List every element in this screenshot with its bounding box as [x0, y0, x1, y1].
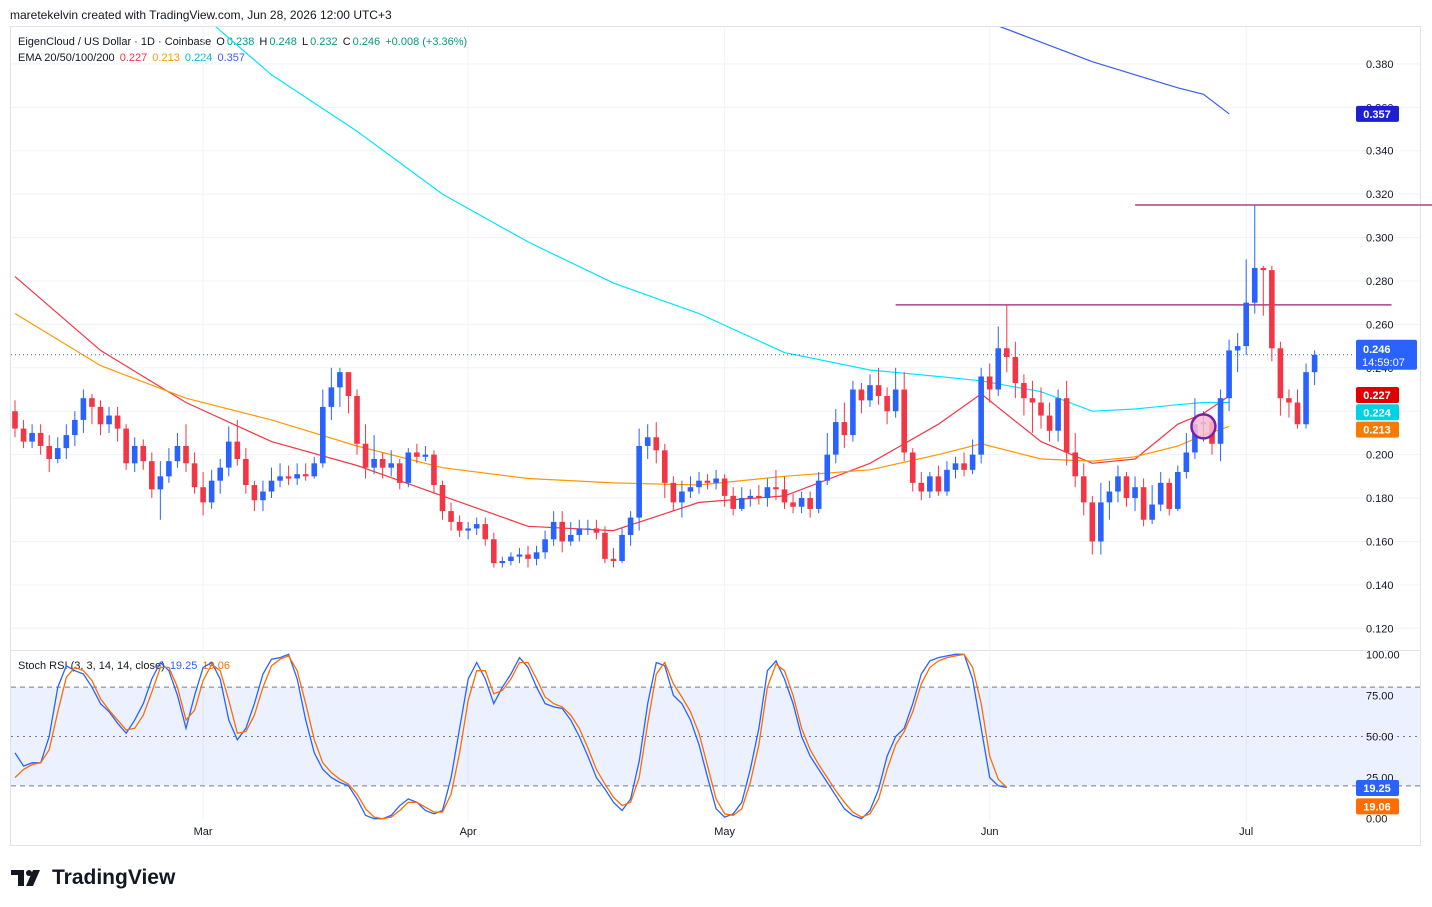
ema50-value: 0.213	[152, 52, 180, 64]
ohlc-low: 0.232	[310, 36, 338, 48]
brand-name: TradingView	[52, 866, 176, 889]
ohlc-open: 0.238	[226, 36, 255, 48]
ohlc-open-label: O	[216, 36, 225, 48]
stoch-legend: Stoch RSI (3, 3, 14, 14, close) 19.25 19…	[18, 660, 232, 672]
chart-frame	[10, 26, 1421, 846]
price-change: +0.008 (+3.36%)	[385, 36, 468, 48]
ema-legend: EMA 20/50/100/200 0.227 0.213 0.224 0.35…	[18, 52, 247, 64]
ohlc-close: 0.246	[352, 36, 381, 48]
ohlc-high-label: H	[259, 36, 268, 48]
stoch-legend-label: Stoch RSI (3, 3, 14, 14, close)	[18, 660, 165, 672]
ohlc-low-label: L	[301, 36, 309, 48]
tradingview-logo: TradingView	[10, 866, 175, 890]
ohlc-high: 0.248	[269, 36, 297, 48]
chart-credit: maretekelvin created with TradingView.co…	[10, 8, 392, 22]
ohlc-close-label: C	[342, 36, 351, 48]
ema20-value: 0.227	[119, 52, 148, 64]
stoch-k-value: 19.25	[169, 660, 198, 672]
ema100-value: 0.224	[184, 52, 213, 64]
symbol-name: EigenCloud / US Dollar · 1D · Coinbase	[18, 36, 212, 48]
ema200-value: 0.357	[217, 52, 246, 64]
ema-legend-label: EMA 20/50/100/200	[18, 52, 115, 64]
tradingview-logo-icon	[11, 870, 40, 886]
stoch-d-value: 19.06	[202, 660, 230, 672]
symbol-legend: EigenCloud / US Dollar · 1D · Coinbase O…	[18, 36, 469, 48]
